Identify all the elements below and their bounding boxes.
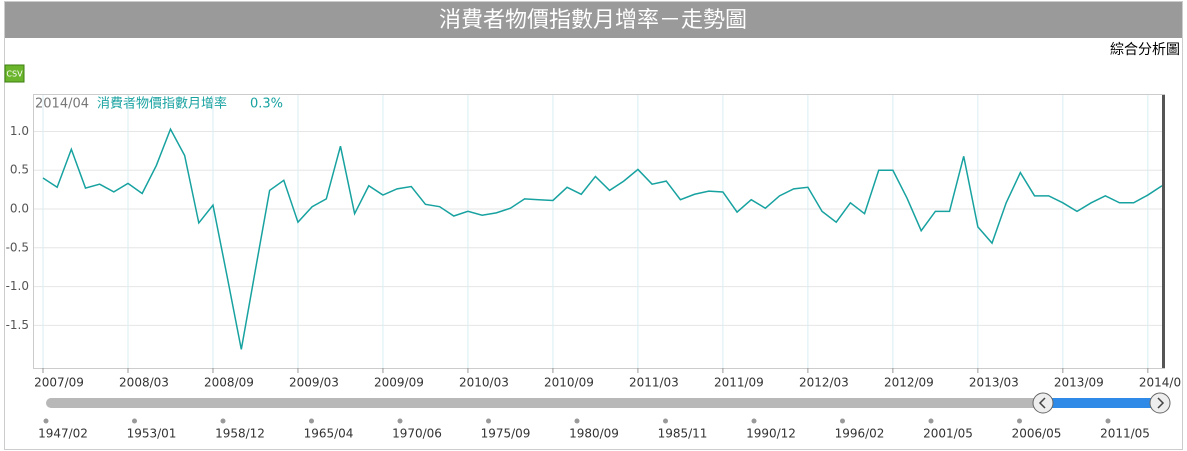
nav-handle-arrow[interactable] bbox=[1157, 397, 1165, 409]
x-tick-label: 2007/09 bbox=[34, 376, 84, 390]
nav-handle-arrow[interactable] bbox=[1038, 397, 1046, 409]
nav-label: 1953/01 bbox=[127, 427, 177, 441]
cursor-series: 消費者物價指數月增率 bbox=[97, 96, 227, 112]
nav-selection bbox=[1043, 398, 1160, 408]
csv-label[interactable]: CSV bbox=[6, 70, 23, 79]
x-tick-label: 2014/03 bbox=[1139, 376, 1187, 390]
nav-handle[interactable] bbox=[1149, 392, 1171, 414]
cursor-value: 0.3% bbox=[250, 97, 283, 112]
x-tick-label: 2008/03 bbox=[119, 376, 169, 390]
nav-label: 1947/02 bbox=[38, 427, 88, 441]
nav-label: 1958/12 bbox=[215, 427, 265, 441]
nav-label: 1990/12 bbox=[746, 427, 796, 441]
nav-label: 2001/05 bbox=[923, 427, 973, 441]
analysis-link[interactable]: 綜合分析圖 bbox=[1110, 42, 1180, 58]
nav-dot bbox=[840, 418, 845, 424]
nav-label: 2011/05 bbox=[1100, 427, 1150, 441]
nav-dot bbox=[751, 418, 757, 424]
x-tick-label: 2009/09 bbox=[374, 376, 424, 390]
nav-dot bbox=[397, 418, 403, 424]
x-tick-label: 2012/09 bbox=[884, 376, 934, 390]
nav-label: 1996/02 bbox=[835, 427, 885, 441]
nav-dot bbox=[486, 418, 491, 424]
x-tick-label: 2013/03 bbox=[969, 376, 1019, 390]
x-tick-label: 2011/03 bbox=[629, 376, 679, 390]
y-tick-label: -1.0 bbox=[6, 279, 29, 293]
plot-area bbox=[33, 94, 1165, 369]
x-tick-label: 2008/09 bbox=[204, 376, 254, 390]
y-tick-label: 1.0 bbox=[10, 124, 29, 138]
y-tick-label: -0.5 bbox=[6, 240, 29, 254]
nav-dot bbox=[574, 418, 580, 424]
nav-handle[interactable] bbox=[1032, 392, 1054, 414]
nav-label: 1965/04 bbox=[304, 427, 354, 441]
nav-dot bbox=[928, 418, 934, 424]
chart-title: 消費者物價指數月增率－走勢圖 bbox=[439, 8, 747, 33]
nav-dot bbox=[220, 418, 226, 424]
nav-track bbox=[46, 398, 1162, 408]
y-tick-label: -1.5 bbox=[6, 318, 29, 332]
y-tick-label: 0.0 bbox=[10, 202, 29, 216]
x-tick-label: 2009/03 bbox=[289, 376, 339, 390]
frame bbox=[4, 1, 1183, 450]
nav-dot bbox=[132, 418, 137, 424]
nav-label: 1980/09 bbox=[569, 427, 619, 441]
nav-label: 1975/09 bbox=[481, 427, 531, 441]
csv-button[interactable] bbox=[4, 64, 25, 83]
title-bar bbox=[5, 2, 1182, 38]
data-line bbox=[42, 127, 1163, 350]
x-tick-label: 2012/03 bbox=[799, 376, 849, 390]
nav-dot bbox=[1105, 418, 1111, 424]
nav-label: 1985/11 bbox=[658, 427, 708, 441]
cursor-date: 2014/04 bbox=[35, 97, 89, 112]
x-tick-label: 2013/09 bbox=[1054, 376, 1104, 390]
nav-label: 1970/06 bbox=[392, 427, 442, 441]
x-tick-label: 2010/03 bbox=[459, 376, 509, 390]
x-tick-label: 2010/09 bbox=[544, 376, 594, 390]
y-tick-label: 0.5 bbox=[10, 163, 29, 177]
x-tick-label: 2011/09 bbox=[714, 376, 764, 390]
nav-label: 2006/05 bbox=[1012, 427, 1062, 441]
nav-dot bbox=[43, 418, 49, 424]
nav-dot bbox=[663, 418, 668, 424]
nav-dot bbox=[309, 418, 314, 424]
nav-dot bbox=[1017, 418, 1022, 424]
